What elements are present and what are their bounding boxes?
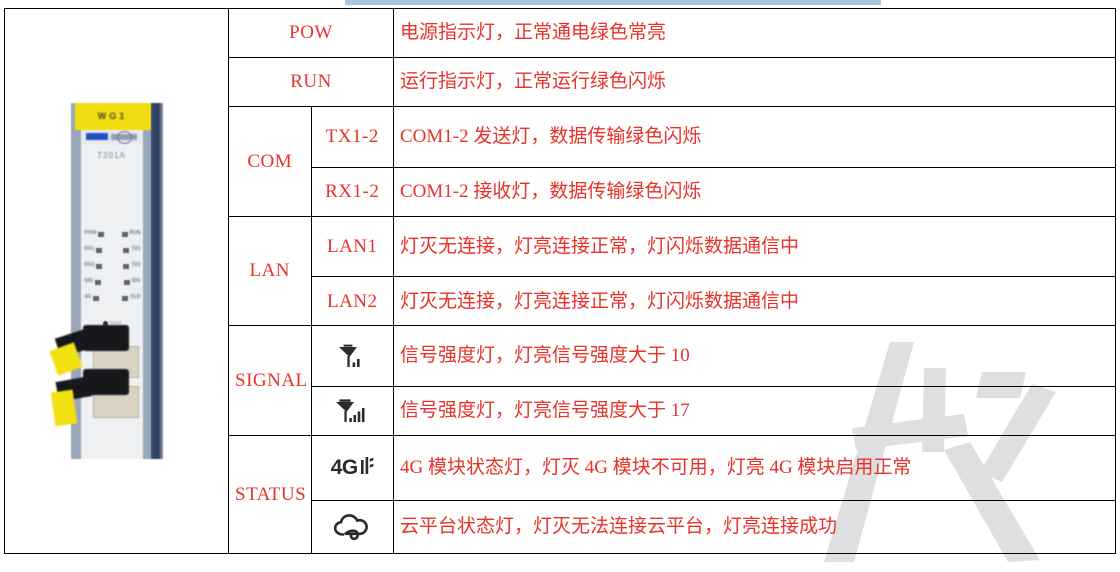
row-desc-tx: COM1-2 发送灯，数据传输绿色闪烁 xyxy=(393,106,1116,168)
row-sublabel-lan1: LAN1 xyxy=(310,215,394,278)
device-photo-cell: T201A POW RUN RX1 TX1 RX2 xyxy=(4,8,229,554)
row-label-run: RUN xyxy=(228,57,394,108)
device-cable-tag-bottom xyxy=(50,389,77,427)
cloud-icon xyxy=(334,514,369,541)
device-led-row: 4G CLD xyxy=(85,290,141,306)
row-desc-run: 运行指示灯，正常运行绿色闪烁 xyxy=(393,57,1116,108)
led-dot-icon xyxy=(98,231,105,237)
4g-signal-icon: 4G xyxy=(331,453,374,483)
row-label-com: COM xyxy=(228,106,312,217)
row-sublabel-cloud xyxy=(310,500,394,554)
row-sublabel-tx: TX1-2 xyxy=(310,106,394,168)
device-reset-label: Reset xyxy=(109,320,122,325)
row-label-lan: LAN xyxy=(228,215,312,327)
led-dot-icon xyxy=(96,247,103,253)
table-row: RUN 运行指示灯，正常运行绿色闪烁 xyxy=(5,57,1116,108)
device-led-pair: SIG xyxy=(123,278,141,285)
signal-4-bars-icon xyxy=(336,399,365,422)
table-row: LAN LAN1 灯灭无连接，灯亮连接正常，灯闪烁数据通信中 xyxy=(5,215,1116,327)
row-label-pow: POW xyxy=(228,7,394,59)
4g-bars-icon xyxy=(360,456,374,474)
table-row: LAN2 灯灭无连接，灯亮连接正常，灯闪烁数据通信中 xyxy=(5,276,1116,327)
table-row: SIGNAL 信号强度灯，灯亮信号强度大于 10 xyxy=(5,325,1116,437)
device-led-tag: SIG xyxy=(84,278,94,285)
row-desc-4g: 4G 模块状态灯，灯灭 4G 模块不可用，灯亮 4G 模块启用正常 xyxy=(393,435,1116,502)
led-dot-icon xyxy=(93,295,100,301)
device-led-pair: POW xyxy=(85,230,105,237)
row-sublabel-rx: RX1-2 xyxy=(310,166,394,217)
led-dot-icon xyxy=(122,295,129,301)
top-highlight-rule xyxy=(345,0,881,5)
table-row: 云平台状态灯，灯灭无法连接云平台，灯亮连接成功 xyxy=(5,500,1116,554)
led-indicator-table: T201A POW RUN RX1 TX1 RX2 xyxy=(4,7,1116,554)
device-led-pair: SIG xyxy=(85,278,102,285)
device-led-tag: TX1 xyxy=(131,246,141,253)
device-led-tag: CLD xyxy=(130,294,141,301)
4g-text-label: 4G xyxy=(330,455,359,479)
device-led-tag: SIG xyxy=(131,278,141,285)
device-led-tag: TX2 xyxy=(131,262,141,269)
device-led-tag: POW xyxy=(84,230,97,237)
table-row: T201A POW RUN RX1 TX1 RX2 xyxy=(4,7,1116,554)
led-dot-icon xyxy=(95,279,102,285)
row-sublabel-4g: 4G xyxy=(310,435,394,502)
brand-ring-icon xyxy=(116,131,132,144)
row-label-status: STATUS xyxy=(228,435,312,554)
brand-mark-cn xyxy=(85,133,108,140)
row-desc-pow: 电源指示灯，正常通电绿色常亮 xyxy=(393,7,1116,59)
device-led-array: POW RUN RX1 TX1 RX2 TX2 xyxy=(85,226,141,306)
device-reset-button: Reset xyxy=(102,320,122,327)
table-row: 信号强度灯，灯亮信号强度大于 17 xyxy=(5,385,1116,437)
row-sublabel-signal-low xyxy=(310,325,394,387)
row-desc-signal-low: 信号强度灯，灯亮信号强度大于 10 xyxy=(393,325,1116,387)
led-dot-icon xyxy=(121,231,128,237)
led-dot-icon xyxy=(96,263,103,269)
device-led-row: POW RUN xyxy=(85,226,141,242)
table-row: STATUS 4G 4G 模块状态灯，灯灭 4G 模块不可用，灯亮 4G 模块启… xyxy=(5,435,1116,554)
device-led-row: SIG SIG xyxy=(85,274,141,290)
reset-hole-icon xyxy=(102,320,108,326)
led-dot-icon xyxy=(123,279,130,285)
row-desc-rx: COM1-2 接收灯，数据传输绿色闪烁 xyxy=(393,166,1116,217)
device-led-pair: RX1 xyxy=(85,246,103,253)
device-led-pair: TX1 xyxy=(123,246,141,253)
device-photo: T201A POW RUN RX1 TX1 RX2 xyxy=(48,103,163,459)
signal-2-bars-icon xyxy=(339,344,360,368)
device-front-face: T201A POW RUN RX1 TX1 RX2 xyxy=(80,130,143,459)
led-dot-icon xyxy=(123,263,130,269)
row-desc-signal-high: 信号强度灯，灯亮信号强度大于 17 xyxy=(393,385,1116,437)
row-desc-cloud: 云平台状态灯，灯灭无法连接云平台，灯亮连接成功 xyxy=(393,500,1116,554)
row-desc-lan1: 灯灭无连接，灯亮连接正常，灯闪烁数据通信中 xyxy=(393,215,1116,278)
device-led-pair: RX2 xyxy=(85,262,103,269)
device-led-pair: RUN xyxy=(121,230,141,237)
device-model-label: T201A xyxy=(97,151,126,160)
table-row: RX1-2 COM1-2 接收灯，数据传输绿色闪烁 xyxy=(5,166,1116,217)
device-led-tag: RX1 xyxy=(84,246,95,253)
device-led-tag: 4G xyxy=(84,294,92,301)
device-brand-bar xyxy=(80,130,143,144)
device-led-row: RX2 TX2 xyxy=(85,258,141,274)
device-top-label: WG1 xyxy=(97,111,128,121)
device-led-pair: 4G xyxy=(85,294,100,301)
device-led-tag: RX2 xyxy=(84,262,95,269)
row-sublabel-signal-high xyxy=(310,385,394,437)
row-label-signal: SIGNAL xyxy=(228,325,312,437)
device-led-pair: CLD xyxy=(122,294,141,301)
device-side-panel xyxy=(150,103,163,459)
device-led-pair: TX2 xyxy=(123,262,141,269)
device-led-row: RX1 TX1 xyxy=(85,242,141,258)
row-sublabel-lan2: LAN2 xyxy=(310,276,394,327)
row-desc-lan2: 灯灭无连接，灯亮连接正常，灯闪烁数据通信中 xyxy=(393,276,1116,327)
device-led-tag: RUN xyxy=(129,230,141,237)
led-dot-icon xyxy=(123,247,130,253)
device-top-band: WG1 xyxy=(74,103,151,130)
